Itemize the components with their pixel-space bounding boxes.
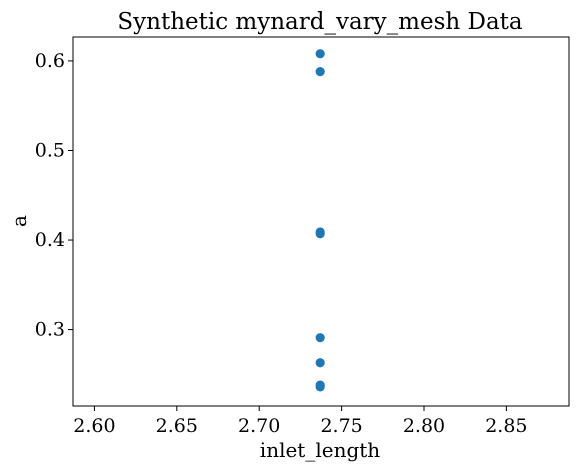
- x-tick-label: 2.70: [238, 415, 280, 437]
- data-point: [315, 49, 325, 59]
- y-tick-label: 0.3: [35, 319, 65, 341]
- y-axis: 0.3 0.4 0.5 0.6: [35, 50, 73, 341]
- x-axis: 2.60 2.65 2.70 2.75 2.80 2.85: [73, 406, 528, 437]
- data-point: [315, 358, 325, 368]
- x-tick-label: 2.65: [156, 415, 198, 437]
- x-tick-label: 2.80: [403, 415, 445, 437]
- data-point: [315, 229, 325, 239]
- plot-area-frame: [72, 36, 570, 407]
- x-axis-label: inlet_length: [260, 438, 381, 462]
- x-tick-label: 2.60: [73, 415, 115, 437]
- x-tick-label: 2.75: [320, 415, 362, 437]
- data-point: [315, 67, 325, 77]
- y-axis-label: a: [7, 215, 31, 227]
- chart-title: Synthetic mynard_vary_mesh Data: [117, 9, 523, 35]
- data-point: [315, 382, 325, 392]
- data-point: [315, 333, 325, 343]
- y-tick-label: 0.6: [35, 50, 65, 72]
- y-tick-label: 0.5: [35, 139, 65, 161]
- x-tick-label: 2.85: [485, 415, 527, 437]
- y-tick-label: 0.4: [35, 229, 65, 251]
- data-points: [315, 49, 325, 392]
